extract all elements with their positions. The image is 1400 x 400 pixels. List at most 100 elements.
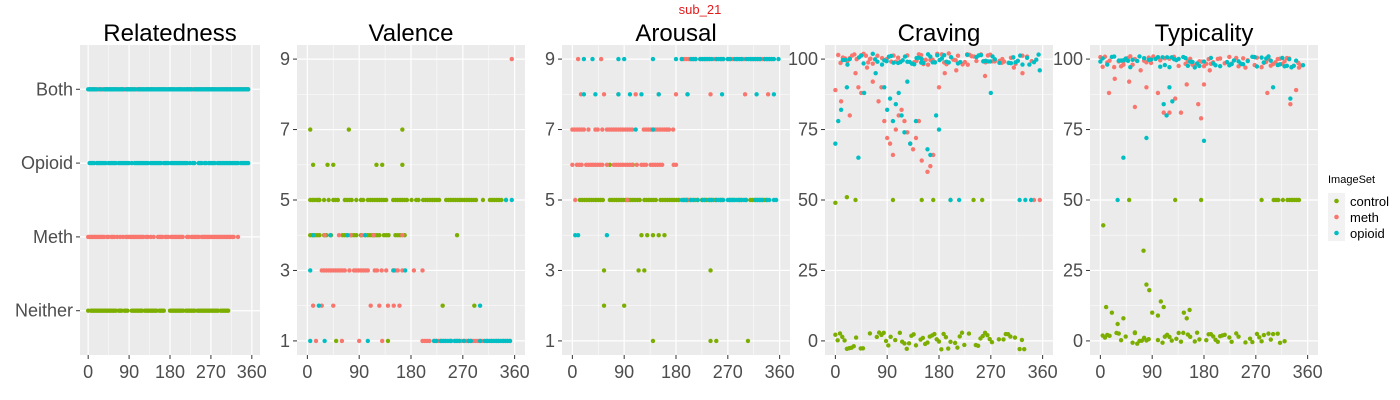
point-meth — [598, 56, 604, 62]
point-control — [1257, 335, 1262, 340]
point-control — [851, 344, 856, 349]
point-control — [409, 197, 414, 203]
point-opioid — [739, 56, 744, 62]
point-meth — [893, 127, 899, 132]
y-tick-label: 0 — [808, 331, 818, 351]
point-meth — [836, 52, 841, 58]
point-control — [1227, 335, 1232, 340]
point-meth — [1161, 110, 1166, 115]
figure-suptitle: sub_21 — [678, 2, 722, 17]
point-control — [1211, 334, 1216, 339]
point-opioid — [1201, 138, 1207, 144]
point-control — [957, 334, 962, 339]
point-meth — [385, 303, 391, 308]
point-meth — [673, 92, 679, 97]
point-opioid — [1259, 55, 1264, 60]
point-meth — [895, 55, 901, 60]
point-control — [1254, 331, 1260, 337]
y-tick-label: 25 — [798, 260, 818, 280]
point-meth — [1107, 58, 1112, 63]
point-control — [936, 339, 942, 344]
point-meth — [1198, 116, 1204, 121]
point-meth — [887, 141, 893, 146]
point-control — [987, 336, 992, 342]
point-control — [386, 233, 391, 238]
point-meth — [847, 113, 852, 118]
point-opioid — [948, 197, 953, 203]
point-meth — [1158, 58, 1163, 63]
point-opioid — [461, 338, 467, 344]
point-meth — [1217, 56, 1223, 61]
point-opioid — [616, 92, 621, 97]
point-control — [308, 127, 313, 132]
point-meth — [863, 53, 869, 58]
point-control — [499, 197, 504, 203]
point-control — [853, 335, 859, 340]
y-tick-label: 1 — [280, 331, 290, 351]
point-meth — [1201, 82, 1207, 87]
point-meth — [899, 107, 904, 113]
point-opioid — [590, 56, 595, 62]
point-opioid — [449, 338, 454, 344]
point-control — [326, 197, 331, 203]
point-opioid — [845, 62, 850, 67]
panel-valence: 0 90 180 270 360 1 3 5 7 9 Valence — [280, 20, 530, 382]
point-control — [1173, 197, 1178, 203]
point-opioid — [477, 303, 483, 308]
point-opioid — [1037, 68, 1042, 73]
y-tick-label: 75 — [798, 120, 818, 140]
point-meth — [630, 127, 635, 132]
x-tick-label: 270 — [713, 362, 743, 382]
point-opioid — [887, 96, 893, 101]
point-control — [225, 308, 231, 313]
point-meth — [923, 57, 928, 63]
point-opioid — [575, 233, 581, 238]
point-control — [1194, 330, 1200, 335]
point-opioid — [702, 197, 707, 203]
point-control — [361, 197, 366, 203]
point-control — [600, 197, 606, 203]
point-opioid — [434, 338, 439, 344]
point-control — [1115, 321, 1120, 327]
point-control — [1187, 307, 1192, 313]
point-opioid — [1213, 63, 1218, 68]
point-opioid — [581, 92, 587, 97]
point-meth — [870, 79, 875, 84]
point-opioid — [1261, 60, 1267, 65]
point-control — [1149, 310, 1155, 315]
point-meth — [231, 234, 236, 240]
point-control — [310, 162, 316, 167]
point-opioid — [873, 70, 878, 76]
y-tick-label: 5 — [280, 190, 290, 210]
point-meth — [925, 169, 930, 175]
point-meth — [1282, 59, 1287, 64]
point-opioid — [721, 197, 726, 203]
point-opioid — [1240, 62, 1246, 67]
point-meth — [954, 68, 959, 73]
point-control — [840, 334, 845, 340]
point-opioid — [593, 92, 598, 97]
point-control — [662, 233, 667, 238]
point-control — [400, 127, 405, 132]
point-control — [1259, 339, 1264, 344]
point-control — [333, 338, 339, 344]
point-opioid — [709, 197, 714, 203]
point-opioid — [639, 92, 644, 97]
point-opioid — [1144, 135, 1149, 141]
point-opioid — [650, 127, 656, 132]
x-tick-label: 180 — [396, 362, 426, 382]
point-meth — [1144, 85, 1149, 90]
point-opioid — [842, 57, 848, 63]
point-meth — [643, 162, 649, 167]
point-control — [948, 339, 953, 345]
point-opioid — [919, 56, 924, 62]
point-opioid — [899, 113, 904, 118]
point-opioid — [345, 233, 350, 238]
point-meth — [391, 303, 396, 308]
point-meth — [368, 303, 373, 308]
point-control — [1198, 197, 1204, 203]
point-meth — [633, 92, 638, 97]
point-opioid — [1141, 56, 1147, 61]
point-meth — [1243, 65, 1248, 70]
point-meth — [342, 268, 347, 273]
